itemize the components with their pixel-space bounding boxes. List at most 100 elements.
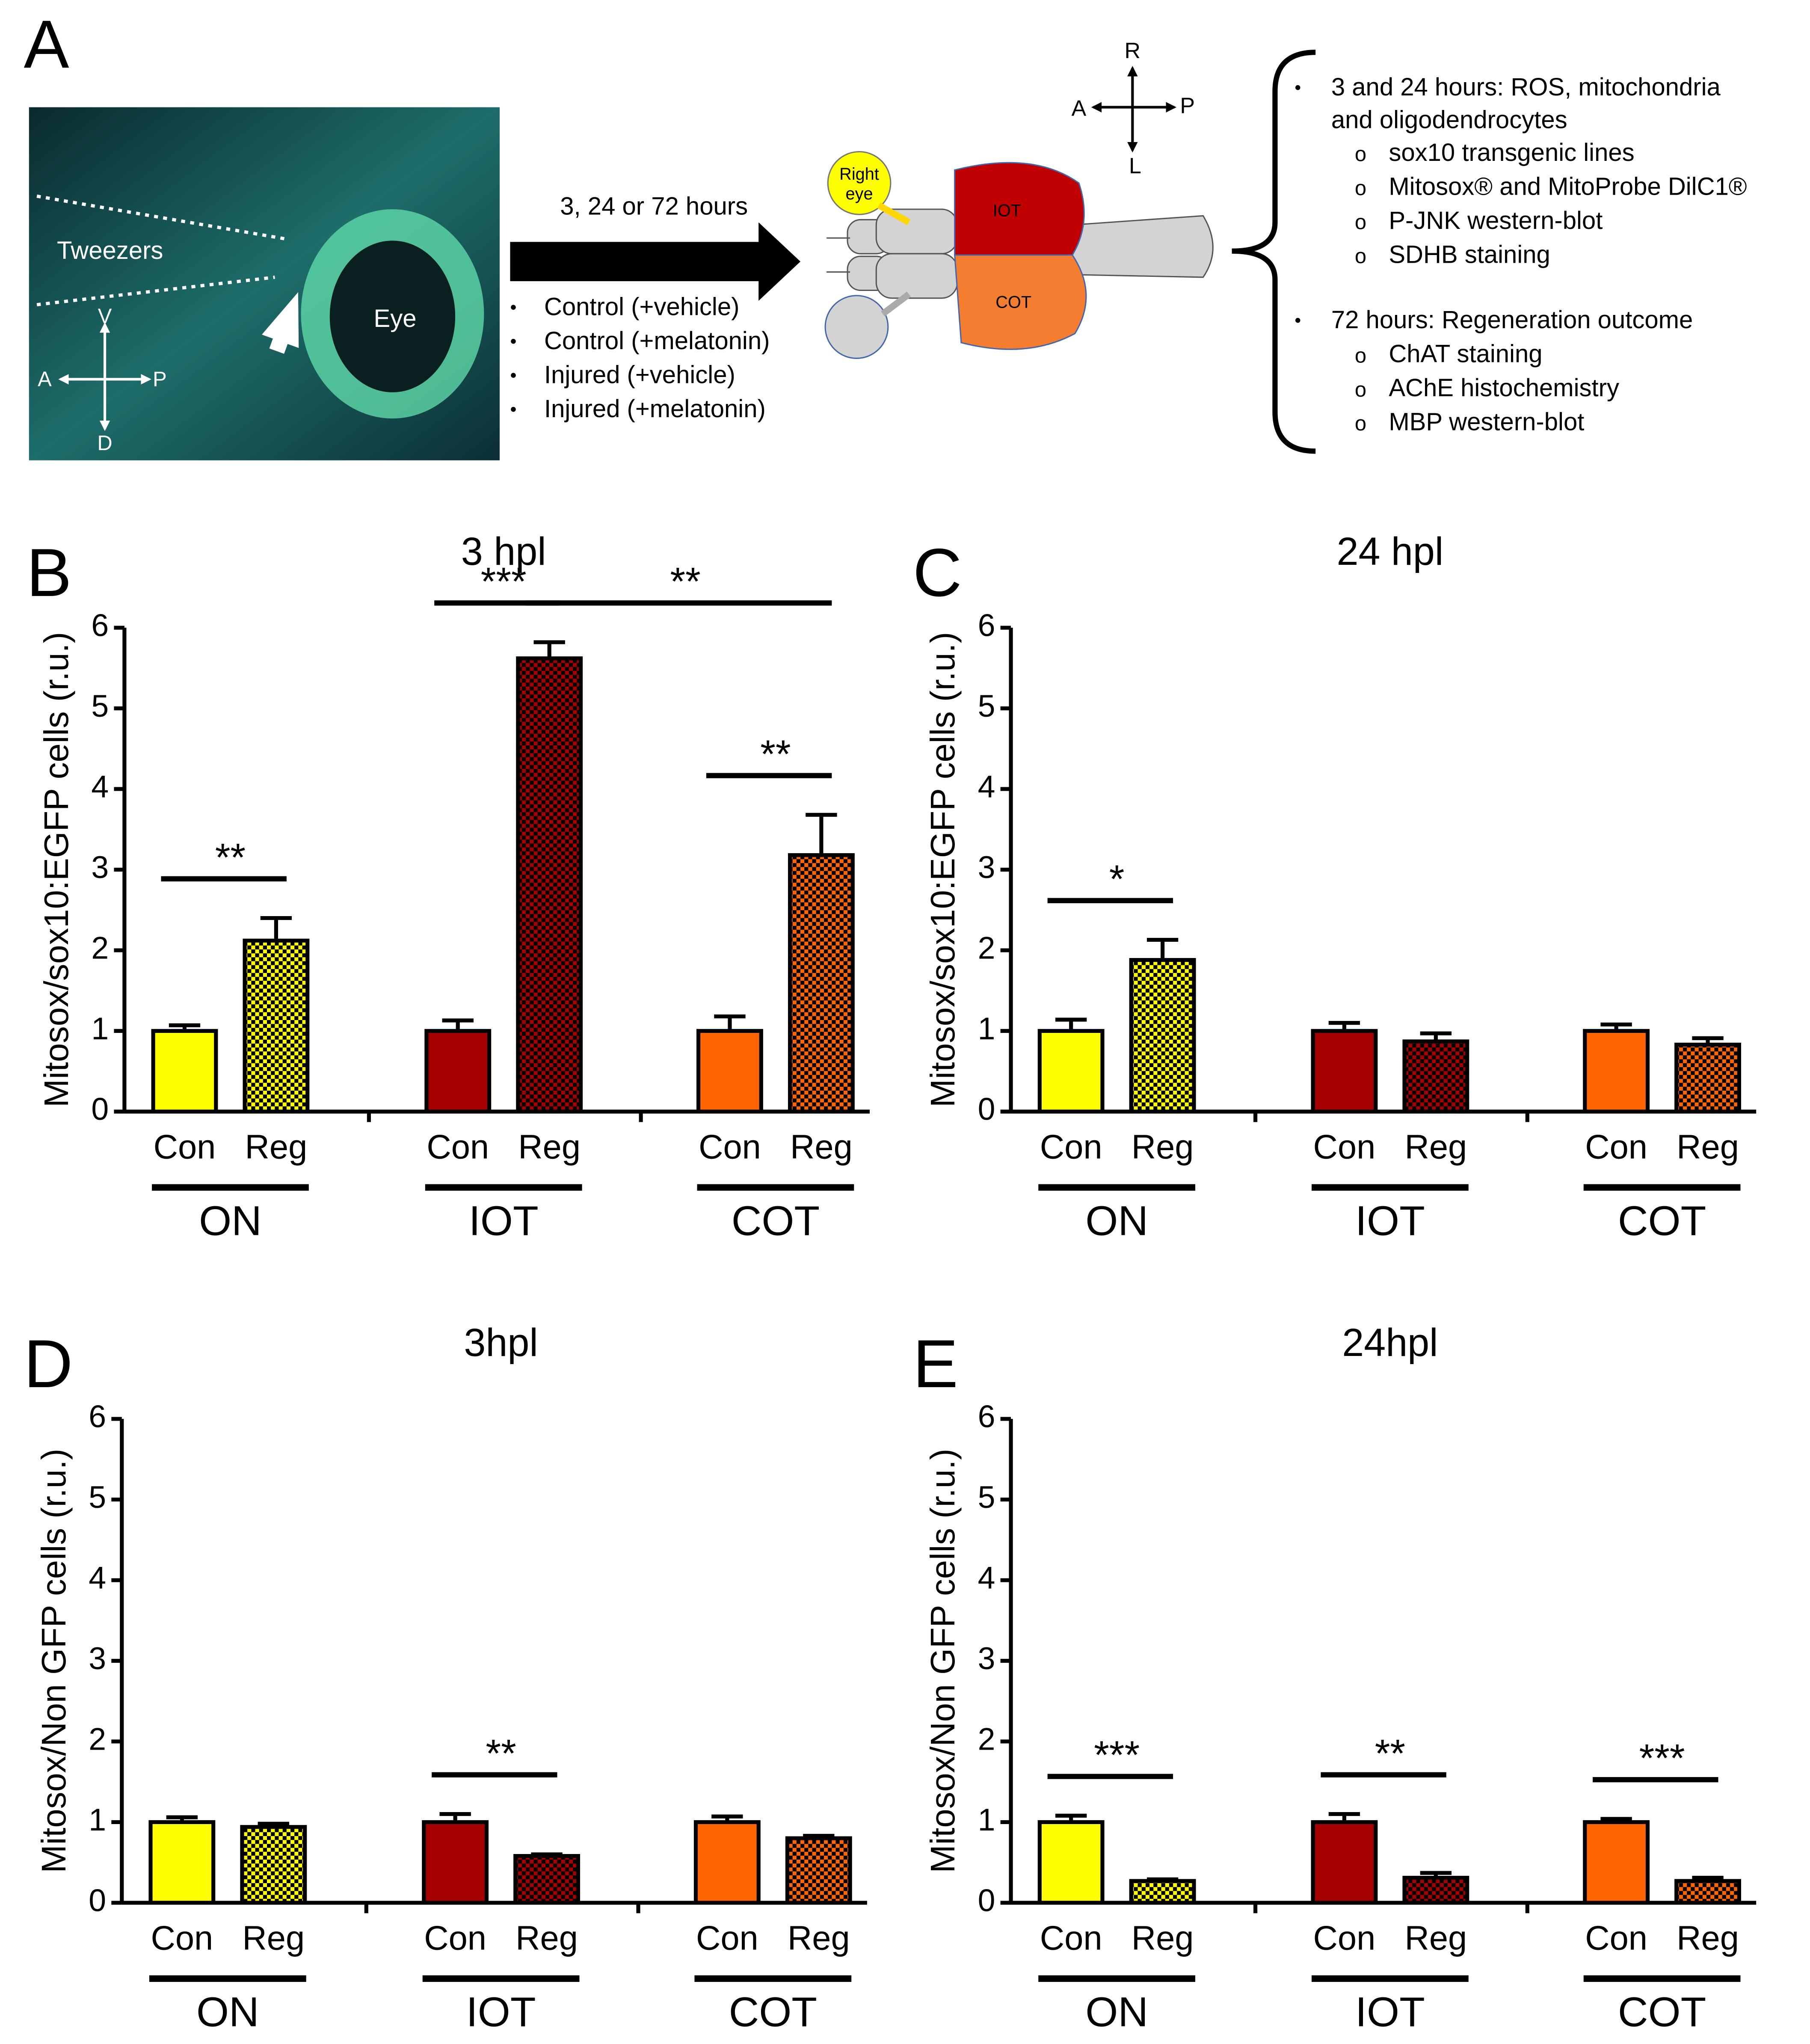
- y-axis-label: Mitosox/sox10:EGFP cells (r.u.): [924, 632, 962, 1107]
- bar: [240, 1825, 307, 1905]
- bar: [148, 1820, 216, 1905]
- tweezer-line: [36, 276, 275, 306]
- charts: B 3 hpl Mitosox/sox10:EGFP cells (r.u.) 0 1 2…: [24, 530, 1757, 2035]
- outcome-heading: 72 hours: Regeneration outcome: [1331, 306, 1693, 334]
- bar: [1583, 1029, 1650, 1114]
- brain-label: eye: [846, 184, 873, 203]
- group-label: COT: [732, 1197, 820, 1244]
- y-tick-label: 3: [978, 850, 995, 885]
- bullet: o: [1355, 211, 1366, 234]
- y-tick-label: 3: [91, 850, 109, 885]
- bullet: o: [1355, 177, 1366, 200]
- right-eye: [827, 151, 892, 215]
- bar: [1674, 1879, 1742, 1905]
- outcome-heading: 3 and 24 hours: ROS, mitochondria: [1331, 73, 1721, 101]
- group-label: COT: [729, 1988, 817, 2035]
- bar: [1311, 1029, 1378, 1114]
- conditions: • Control (+vehicle) • Control (+melaton…: [510, 293, 770, 423]
- x-tick-label: Con: [1040, 1919, 1102, 1957]
- panel-label: E: [913, 1326, 958, 1402]
- y-tick-label: 5: [978, 688, 995, 724]
- brain-label: COT: [995, 293, 1031, 312]
- x-tick-label: Con: [151, 1919, 213, 1957]
- panel-label: C: [913, 534, 962, 611]
- brace: [1232, 50, 1316, 454]
- bar: [243, 938, 310, 1114]
- x-tick-label: Con: [699, 1127, 761, 1166]
- significance-label: ***: [481, 560, 527, 604]
- y-tick-label: 5: [978, 1480, 995, 1515]
- bullet: •: [510, 365, 516, 386]
- bar: [788, 853, 855, 1114]
- y-tick-label: 5: [89, 1480, 106, 1515]
- x-tick-label: Reg: [1404, 1127, 1467, 1166]
- bar: [1129, 1879, 1196, 1905]
- bar: [422, 1820, 489, 1905]
- y-tick-label: 4: [89, 1560, 106, 1595]
- significance-label: **: [1375, 1732, 1405, 1775]
- y-tick-label: 3: [978, 1641, 995, 1676]
- x-tick-label: Reg: [1677, 1919, 1739, 1957]
- outcome-heading: and oligodendrocytes: [1331, 106, 1567, 134]
- y-tick-label: 0: [89, 1883, 106, 1918]
- arrow-label: 3, 24 or 72 hours: [560, 192, 748, 220]
- y-tick-label: 2: [89, 1721, 106, 1756]
- photo-label: Tweezers: [57, 237, 163, 264]
- y-tick-label: 2: [91, 930, 109, 965]
- bar: [693, 1820, 761, 1905]
- time-arrow: [510, 222, 800, 301]
- x-tick-label: Reg: [515, 1919, 578, 1957]
- y-tick-label: 0: [978, 1092, 995, 1127]
- left-eye: [824, 295, 889, 359]
- compass-label: A: [38, 368, 52, 391]
- y-axis-label: Mitosox/Non GFP cells (r.u.): [924, 1449, 962, 1873]
- panel-label: A: [24, 6, 69, 82]
- tweezer-line: [36, 194, 288, 241]
- y-tick-label: 4: [978, 769, 995, 804]
- x-tick-label: Reg: [790, 1127, 853, 1166]
- chart-title: 24hpl: [1342, 1321, 1438, 1365]
- x-tick-label: Con: [154, 1127, 216, 1166]
- y-tick-label: 3: [89, 1641, 106, 1676]
- outcome-item: P-JNK western-blot: [1389, 207, 1603, 234]
- x-tick-label: Reg: [1132, 1127, 1194, 1166]
- outcome-item: ChAT staining: [1389, 340, 1542, 368]
- y-tick-label: 0: [978, 1883, 995, 1918]
- eye-center: [329, 240, 456, 392]
- x-tick-label: Reg: [1132, 1919, 1194, 1957]
- y-tick-label: 4: [978, 1560, 995, 1595]
- y-axis-label: Mitosox/sox10:EGFP cells (r.u.): [37, 632, 75, 1107]
- y-tick-label: 1: [89, 1802, 106, 1837]
- bar: [513, 1854, 581, 1905]
- y-tick-label: 1: [978, 1011, 995, 1046]
- bar: [1037, 1820, 1105, 1905]
- significance-label: *: [1109, 857, 1125, 901]
- bullet: •: [1295, 77, 1301, 98]
- chart-title: 3 hpl: [461, 530, 546, 573]
- bar: [785, 1836, 852, 1905]
- y-tick-label: 5: [91, 688, 109, 724]
- bullet: o: [1355, 143, 1366, 166]
- brain-diagram: [824, 151, 1214, 359]
- compass-label: V: [98, 305, 112, 328]
- compass-label: D: [97, 432, 112, 455]
- group-label: COT: [1618, 1197, 1706, 1244]
- significance-label: ***: [1094, 1733, 1140, 1777]
- x-tick-label: Reg: [242, 1919, 305, 1957]
- x-tick-label: Con: [1313, 1127, 1376, 1166]
- bar: [1402, 1875, 1469, 1905]
- compass-label: L: [1129, 154, 1141, 178]
- bar: [1674, 1042, 1742, 1114]
- panel-label: B: [27, 534, 72, 611]
- condition: Control (+melatonin): [544, 327, 770, 355]
- outcomes: • 3 and 24 hours: ROS, mitochondria and …: [1295, 73, 1747, 436]
- x-tick-label: Reg: [245, 1127, 308, 1166]
- x-tick-label: Con: [424, 1919, 486, 1957]
- bar: [1129, 958, 1196, 1114]
- x-tick-label: Reg: [518, 1127, 581, 1166]
- condition: Injured (+vehicle): [544, 361, 735, 389]
- x-tick-label: Con: [696, 1919, 758, 1957]
- compass-label: A: [1072, 96, 1087, 121]
- bullet: •: [1295, 310, 1301, 331]
